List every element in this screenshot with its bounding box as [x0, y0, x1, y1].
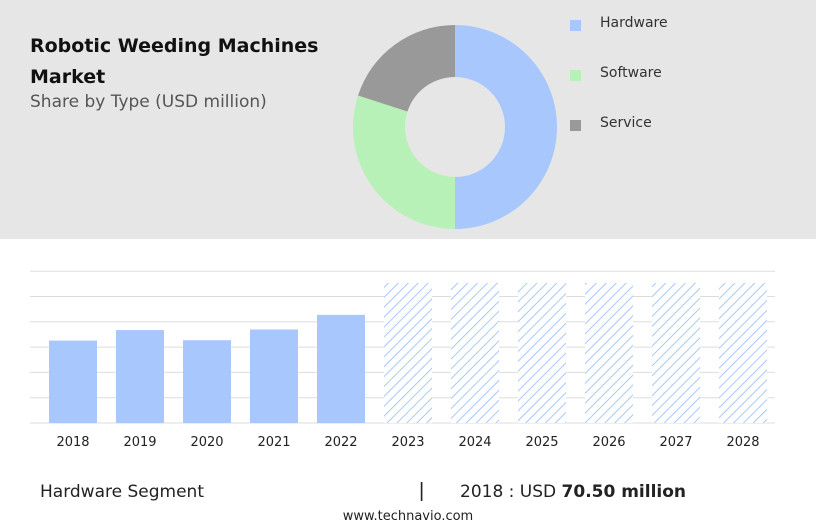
forecast-bar-2023 [384, 283, 432, 423]
segment-label: Hardware Segment [40, 482, 204, 502]
bar-2020 [183, 340, 231, 423]
x-tick-2021: 2021 [257, 435, 290, 450]
donut-slice-software [352, 95, 455, 230]
legend-swatch-service [570, 120, 581, 131]
donut-slice-hardware [455, 25, 557, 229]
x-tick-2022: 2022 [324, 435, 357, 450]
forecast-bar-2024 [451, 283, 499, 423]
legend-label-software: Software [600, 65, 662, 81]
hardware-bar-chart: 2018 2019 2020 2021 2022 2023 2024 2025 2026 2027… [30, 270, 775, 450]
segment-year-prefix: 2018 : USD [460, 482, 557, 502]
x-tick-2026: 2026 [592, 435, 625, 450]
x-tick-2027: 2027 [659, 435, 692, 450]
x-tick-2028: 2028 [726, 435, 759, 450]
forecast-bar-2027 [652, 283, 700, 423]
x-tick-2020: 2020 [190, 435, 223, 450]
segment-value: 2018 : USD 70.50 million [460, 482, 686, 502]
chart-title: Robotic Weeding Machines Market [30, 35, 319, 88]
segment-year-value: 70.50 million [561, 482, 687, 502]
legend-label-service: Service [600, 115, 652, 131]
legend-swatch-software [570, 70, 581, 81]
x-tick-2025: 2025 [525, 435, 558, 450]
source-link[interactable]: www.technavio.com [342, 509, 474, 524]
x-tick-2023: 2023 [391, 435, 424, 450]
bar-2021 [250, 329, 298, 423]
share-donut-chart [352, 25, 557, 230]
forecast-bar-2026 [585, 283, 633, 423]
x-tick-2024: 2024 [458, 435, 491, 450]
x-tick-2018: 2018 [56, 435, 89, 450]
donut-slice-service [357, 25, 455, 112]
bar-2018 [49, 340, 97, 423]
chart-subtitle: Share by Type (USD million) [30, 92, 267, 112]
forecast-bar-2025 [518, 283, 566, 423]
bar-2019 [116, 330, 164, 423]
legend-label-hardware: Hardware [600, 15, 668, 31]
bar-2022 [317, 314, 365, 423]
x-tick-2019: 2019 [123, 435, 156, 450]
legend-swatch-hardware [570, 20, 581, 31]
forecast-bar-2028 [719, 283, 767, 423]
footer-separator: | [419, 480, 425, 502]
